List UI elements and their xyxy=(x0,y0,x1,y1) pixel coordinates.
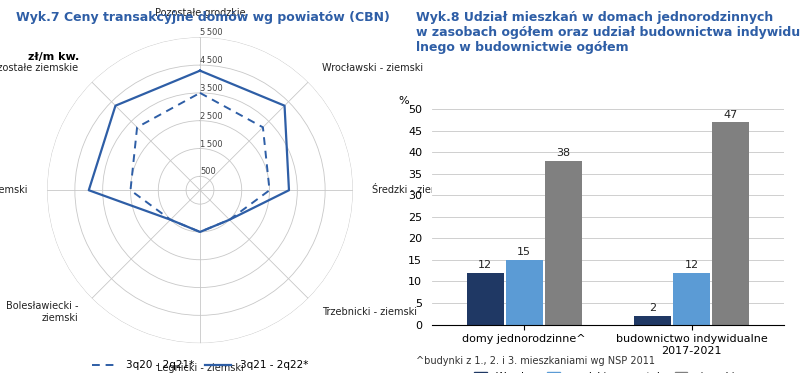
3q20 - 2q21* xyxy=(265,188,274,192)
Line: 3q21 - 2q22*: 3q21 - 2q22* xyxy=(89,70,289,232)
Bar xyxy=(712,122,750,325)
3q20 - 2q21* xyxy=(195,91,205,95)
3q21 - 2q22* xyxy=(195,68,205,73)
3q20 - 2q21* xyxy=(132,125,142,129)
Text: 12: 12 xyxy=(685,260,699,270)
Text: 2: 2 xyxy=(649,303,656,313)
Text: 15: 15 xyxy=(517,247,531,257)
Legend: 3q20 - 2q21*, 3q21 - 2q22*: 3q20 - 2q21*, 3q21 - 2q22* xyxy=(88,356,312,373)
Line: 3q20 - 2q21*: 3q20 - 2q21* xyxy=(130,93,270,232)
3q20 - 2q21* xyxy=(225,217,234,222)
Bar xyxy=(674,273,710,325)
Text: zł/m kw.: zł/m kw. xyxy=(28,52,79,62)
3q21 - 2q22* xyxy=(195,68,205,73)
3q21 - 2q22* xyxy=(195,230,205,234)
3q21 - 2q22* xyxy=(84,188,94,192)
Bar xyxy=(466,273,504,325)
Bar xyxy=(545,161,582,325)
3q21 - 2q22* xyxy=(225,217,234,222)
Text: ^budynki z 1., 2. i 3. mieszkaniami wg NSP 2011: ^budynki z 1., 2. i 3. mieszkaniami wg N… xyxy=(416,355,655,366)
3q20 - 2q21* xyxy=(166,217,175,222)
3q20 - 2q21* xyxy=(195,230,205,234)
3q20 - 2q21* xyxy=(195,91,205,95)
3q21 - 2q22* xyxy=(284,188,294,192)
Legend: Wrocław, grodzkie pozostałe, ziemskie: Wrocław, grodzkie pozostałe, ziemskie xyxy=(470,368,746,373)
Bar xyxy=(634,316,671,325)
Text: Wyk.8 Udział mieszkań w domach jednorodzinnych
w zasobach ogółem oraz udział bud: Wyk.8 Udział mieszkań w domach jednorodz… xyxy=(416,11,800,54)
Y-axis label: %: % xyxy=(398,96,409,106)
Bar xyxy=(506,260,542,325)
Text: 38: 38 xyxy=(556,148,570,159)
Text: 12: 12 xyxy=(478,260,492,270)
Text: Wyk.7 Ceny transakcyjne domów wg powiatów (CBN): Wyk.7 Ceny transakcyjne domów wg powiató… xyxy=(16,11,390,24)
3q21 - 2q22* xyxy=(166,217,175,222)
Text: 47: 47 xyxy=(724,110,738,120)
3q20 - 2q21* xyxy=(126,188,135,192)
3q21 - 2q22* xyxy=(110,103,120,108)
3q20 - 2q21* xyxy=(258,125,268,129)
3q21 - 2q22* xyxy=(280,103,290,108)
